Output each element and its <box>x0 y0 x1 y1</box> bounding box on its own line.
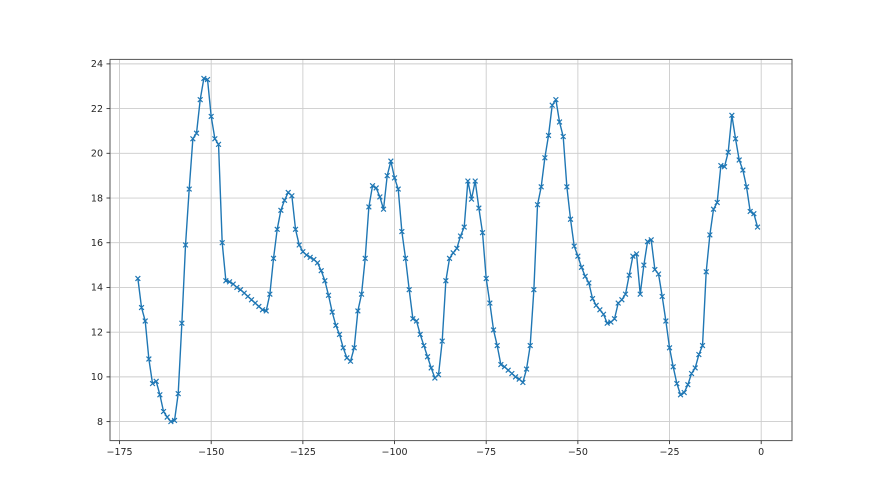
tick-marks <box>106 63 762 445</box>
y-tick-label: 8 <box>97 417 103 428</box>
x-tick-label: −25 <box>660 447 680 458</box>
y-tick-label: 24 <box>91 59 103 70</box>
y-tick-label: 16 <box>91 238 103 249</box>
axes-spines <box>109 58 793 442</box>
y-tick-label: 10 <box>91 372 103 383</box>
data-series-markers <box>135 75 761 425</box>
x-tick-label: −50 <box>568 447 588 458</box>
y-tick-label: 22 <box>91 104 103 115</box>
y-tick-label: 20 <box>91 149 103 160</box>
x-tick-label: −75 <box>476 447 496 458</box>
x-tick-label: −100 <box>381 447 407 458</box>
y-tick-label: 14 <box>91 283 103 294</box>
tick-labels: −175 −150 −125 −100 −75 −50 −25 0 8 10 12 14 16 18 20 2… <box>91 59 764 458</box>
x-tick-label: 0 <box>758 447 764 458</box>
y-tick-label: 12 <box>91 327 103 338</box>
grid <box>110 59 792 441</box>
y-tick-label: 18 <box>91 193 103 204</box>
x-tick-label: −150 <box>198 447 224 458</box>
x-tick-label: −175 <box>106 447 132 458</box>
x-tick-label: −125 <box>290 447 316 458</box>
